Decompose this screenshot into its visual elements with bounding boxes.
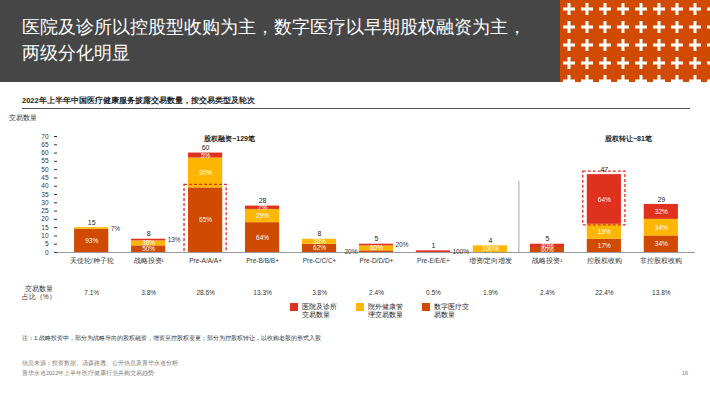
svg-text:34%: 34% [655,240,668,247]
svg-text:8: 8 [147,230,151,237]
svg-text:17%: 17% [598,242,611,249]
svg-text:增资/定向增发: 增资/定向增发 [468,257,513,264]
html-text:2022年上半年中国医疗健康服务披露交易数量，按交易类型及轮: 2022年上半年中国医疗健康服务披露交易数量，按交易类型及轮次 [22,96,255,105]
svg-text:100%: 100% [482,245,499,252]
html-text:院外健康管理交易数量: 院外健康管理交易数量 [368,303,403,318]
svg-text:战略投资¹: 战略投资¹ [532,257,563,264]
svg-text:4: 4 [488,237,492,244]
svg-text:3.8%: 3.8% [141,289,156,296]
svg-text:35: 35 [41,191,49,198]
html-text:16: 16 [681,370,688,376]
svg-text:非控股权收购: 非控股权收购 [640,257,682,264]
svg-text:7%: 7% [258,204,268,211]
svg-text:50%: 50% [142,245,156,253]
svg-text:30: 30 [41,199,49,206]
svg-text:40%: 40% [541,242,554,249]
html-text:医院及诊所交易数量: 医院及诊所交易数量 [302,303,337,318]
svg-text:50: 50 [41,166,49,173]
html-text:医院及诊所以控股型收购为主，数字医疗以早期股权融资为主，两级: 医院及诊所以控股型收购为主，数字医疗以早期股权融资为主，两级分化明显 [22,17,526,63]
svg-text:股权转让~81笔: 股权转让~81笔 [604,135,653,143]
svg-text:Pre-B/B/B+: Pre-B/B/B+ [246,257,279,264]
svg-text:2.4%: 2.4% [369,289,384,296]
svg-text:20%: 20% [344,248,357,255]
svg-text:13%: 13% [168,236,181,243]
svg-text:19%: 19% [598,228,611,235]
svg-text:交易数量: 交易数量 [9,114,37,122]
svg-text:10: 10 [41,232,49,239]
svg-text:5: 5 [545,235,549,242]
svg-text:13.3%: 13.3% [253,289,272,296]
svg-text:45: 45 [41,174,49,181]
svg-text:70: 70 [41,133,49,140]
svg-text:15: 15 [41,224,49,231]
svg-text:62%: 62% [313,244,326,251]
svg-text:22.4%: 22.4% [595,289,614,296]
svg-text:0: 0 [45,249,49,256]
svg-text:1.9%: 1.9% [483,289,498,296]
svg-text:28: 28 [259,197,267,204]
svg-text:战略投资¹: 战略投资¹ [134,257,165,264]
svg-text:29%: 29% [256,212,269,219]
svg-text:Pre-D/D/D+: Pre-D/D/D+ [360,257,394,264]
svg-text:60%: 60% [370,244,383,251]
svg-text:55: 55 [41,157,49,164]
svg-text:65%: 65% [199,216,212,223]
svg-text:8: 8 [318,230,322,237]
svg-text:股权融资~129笔: 股权融资~129笔 [203,135,256,143]
svg-text:5: 5 [45,240,49,247]
svg-text:20%: 20% [396,241,409,248]
svg-text:0.5%: 0.5% [426,289,441,296]
svg-text:60%: 60% [540,246,554,254]
html-text:信息来源：投资数据、汤森路透、公开信息及普华永道分析: 信息来源：投资数据、汤森路透、公开信息及普华永道分析 [22,360,178,366]
html-text:交易数量占比（%）: 交易数量占比（%） [22,285,56,300]
svg-text:7%: 7% [111,225,121,232]
svg-text:38%: 38% [142,239,155,246]
svg-text:65: 65 [41,141,49,148]
svg-text:38%: 38% [313,238,326,245]
svg-text:13.8%: 13.8% [652,289,671,296]
svg-text:32%: 32% [655,208,668,215]
svg-text:20: 20 [41,215,49,222]
svg-text:控股权收购: 控股权收购 [587,257,622,264]
html-text:数字医疗交易数量: 数字医疗交易数量 [434,303,469,318]
svg-text:60: 60 [202,144,210,151]
svg-text:60: 60 [41,149,49,156]
html-text:普华永道2022年上半年医疗健康行业并购交易趋势: 普华永道2022年上半年医疗健康行业并购交易趋势 [22,370,155,376]
svg-text:40: 40 [41,182,49,189]
svg-text:Pre-A/A/A+: Pre-A/A/A+ [189,257,222,264]
svg-text:2.4%: 2.4% [540,289,555,296]
svg-text:3.8%: 3.8% [312,289,327,296]
svg-text:7.1%: 7.1% [84,289,99,296]
svg-text:天使轮/种子轮: 天使轮/种子轮 [70,257,114,265]
svg-text:30%: 30% [199,169,212,176]
svg-text:5%: 5% [201,152,211,159]
svg-text:Pre-E/E/E+: Pre-E/E/E+ [417,257,450,264]
html-text:注：1.战略投资中，部分为战略导向的股权融资，增资至控股权变: 注：1.战略投资中，部分为战略导向的股权融资，增资至控股权变更；部分为控股权转让… [22,335,321,341]
svg-text:1: 1 [432,242,436,249]
svg-text:28.6%: 28.6% [196,289,215,296]
svg-text:15: 15 [88,219,96,226]
svg-text:47: 47 [600,166,608,173]
svg-text:100%: 100% [452,248,469,255]
svg-text:29: 29 [657,196,665,203]
svg-text:Pre-C/C/C+: Pre-C/C/C+ [303,257,337,264]
svg-text:5: 5 [375,235,379,242]
svg-text:93%: 93% [85,237,98,244]
svg-text:25: 25 [41,207,49,214]
svg-text:64%: 64% [598,196,611,203]
svg-text:34%: 34% [655,224,668,231]
svg-text:64%: 64% [256,234,269,241]
